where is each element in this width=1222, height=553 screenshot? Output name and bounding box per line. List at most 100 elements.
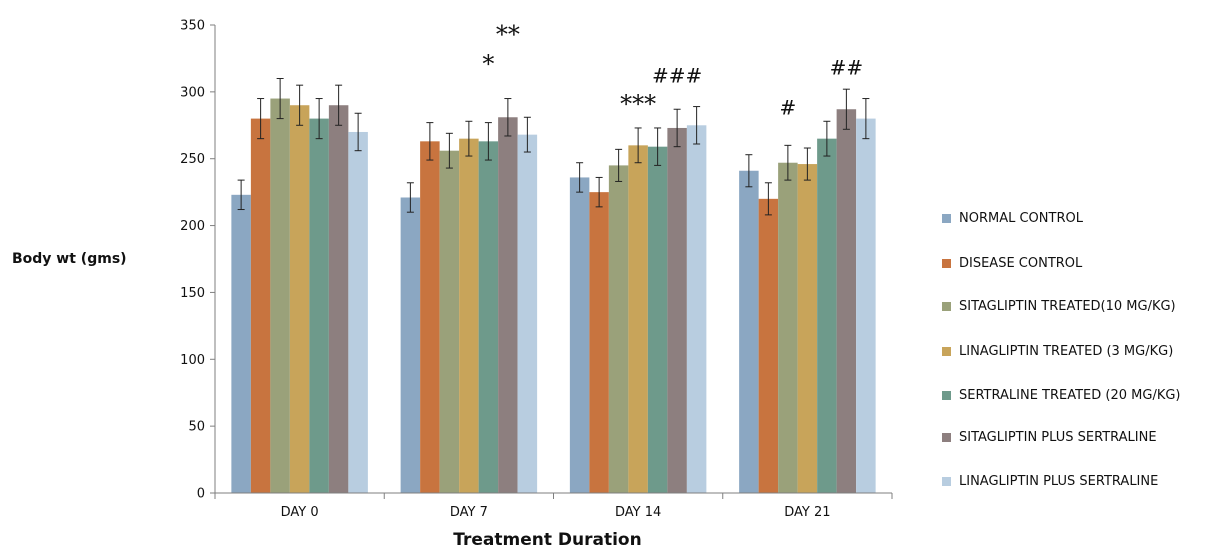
bar-2-1 bbox=[439, 150, 460, 494]
legend-label-6: LINAGLIPTIN PLUS SERTRALINE bbox=[959, 474, 1158, 489]
annotation-4: # bbox=[779, 96, 796, 120]
annotation-1: ** bbox=[496, 20, 520, 48]
bar-2-0 bbox=[270, 98, 290, 494]
x-tick-label-1: DAY 7 bbox=[450, 505, 488, 520]
legend-item-0: NORMAL CONTROL bbox=[942, 211, 1084, 226]
error-bar-1-3 bbox=[764, 182, 772, 216]
bar-1-0 bbox=[250, 118, 271, 493]
legend-swatch-4 bbox=[942, 391, 951, 400]
error-bar-1-0 bbox=[257, 98, 265, 140]
bar-0-1 bbox=[400, 197, 421, 493]
error-bar-6-1 bbox=[523, 116, 531, 153]
y-axis-title: Body wt (gms) bbox=[12, 251, 127, 267]
legend-swatch-0 bbox=[942, 214, 951, 223]
x-ticks: DAY 0 DAY 7 DAY 14 DAY 21 bbox=[214, 493, 893, 520]
bar-4-0 bbox=[309, 118, 329, 493]
error-bar-2-1 bbox=[445, 132, 453, 169]
bar-6-0 bbox=[348, 131, 368, 493]
y-tick-label-1: 50 bbox=[188, 420, 205, 435]
legend-label-2: SITAGLIPTIN TREATED(10 MG/KG) bbox=[959, 299, 1176, 314]
legend-label-4: SERTRALINE TREATED (20 MG/KG) bbox=[959, 388, 1181, 403]
legend-label-0: NORMAL CONTROL bbox=[959, 211, 1084, 226]
y-tick-label-0: 0 bbox=[197, 487, 205, 502]
y-tick-label-3: 150 bbox=[180, 286, 205, 301]
error-bar-6-3 bbox=[862, 98, 870, 140]
legend: NORMAL CONTROL DISEASE CONTROL SITAGLIPTIN… bbox=[942, 211, 1181, 489]
legend-label-3: LINAGLIPTIN TREATED (3 MG/KG) bbox=[959, 344, 1173, 359]
x-tick-label-2: DAY 14 bbox=[615, 505, 661, 520]
error-bar-0-0 bbox=[237, 179, 245, 211]
error-bar-1-1 bbox=[426, 122, 434, 161]
bar-3-2 bbox=[628, 145, 648, 494]
bar-0-0 bbox=[231, 194, 251, 493]
bar-4-1 bbox=[478, 141, 499, 493]
error-bar-4-2 bbox=[654, 127, 662, 166]
bar-6-2 bbox=[686, 125, 707, 494]
error-bar-2-3 bbox=[784, 144, 792, 181]
annotation-2: *** bbox=[620, 90, 656, 118]
bars-layer bbox=[231, 98, 876, 494]
legend-label-1: DISEASE CONTROL bbox=[959, 256, 1083, 271]
error-bars-layer bbox=[237, 77, 870, 216]
error-bar-3-0 bbox=[296, 84, 304, 126]
y-tick-label-6: 300 bbox=[180, 85, 205, 100]
legend-item-2: SITAGLIPTIN TREATED(10 MG/KG) bbox=[942, 299, 1176, 314]
error-bar-5-1 bbox=[504, 98, 512, 137]
x-axis-title: Treatment Duration bbox=[453, 530, 641, 550]
error-bar-6-2 bbox=[693, 106, 701, 145]
legend-item-1: DISEASE CONTROL bbox=[942, 256, 1083, 271]
legend-item-3: LINAGLIPTIN TREATED (3 MG/KG) bbox=[942, 344, 1173, 359]
bar-0-2 bbox=[569, 177, 590, 494]
bar-6-1 bbox=[517, 134, 538, 493]
legend-label-5: SITAGLIPTIN PLUS SERTRALINE bbox=[959, 430, 1157, 445]
error-bar-5-2 bbox=[673, 108, 681, 148]
bar-1-1 bbox=[420, 141, 440, 493]
bar-4-3 bbox=[817, 138, 837, 493]
error-bar-5-3 bbox=[842, 88, 850, 130]
error-bar-3-2 bbox=[634, 127, 642, 164]
bar-5-2 bbox=[667, 127, 687, 494]
legend-swatch-5 bbox=[942, 433, 951, 442]
error-bar-0-1 bbox=[406, 182, 414, 213]
annotations-layer: ******###### bbox=[482, 20, 863, 119]
bar-0-3 bbox=[739, 170, 759, 493]
bar-5-0 bbox=[328, 105, 349, 493]
y-tick-label-2: 100 bbox=[180, 353, 205, 368]
annotation-3: ### bbox=[652, 63, 702, 87]
annotation-5: ## bbox=[830, 55, 864, 79]
legend-item-5: SITAGLIPTIN PLUS SERTRALINE bbox=[942, 430, 1157, 445]
y-ticks: 0 50 100 150 200 250 300 350 bbox=[180, 19, 215, 502]
bar-5-3 bbox=[836, 109, 857, 494]
legend-swatch-1 bbox=[942, 259, 951, 268]
error-bar-4-3 bbox=[823, 120, 831, 157]
bar-4-2 bbox=[647, 146, 668, 493]
bar-3-0 bbox=[289, 105, 310, 493]
error-bar-5-0 bbox=[335, 84, 343, 126]
x-tick-label-0: DAY 0 bbox=[281, 505, 319, 520]
annotation-0: * bbox=[482, 50, 494, 78]
error-bar-2-0 bbox=[276, 77, 284, 120]
legend-item-4: SERTRALINE TREATED (20 MG/KG) bbox=[942, 388, 1181, 403]
error-bar-2-2 bbox=[615, 148, 623, 182]
legend-swatch-6 bbox=[942, 477, 951, 486]
error-bar-4-0 bbox=[315, 98, 323, 140]
legend-swatch-3 bbox=[942, 347, 951, 356]
bar-6-3 bbox=[856, 118, 876, 493]
bar-1-2 bbox=[589, 192, 609, 493]
error-bar-0-2 bbox=[576, 162, 584, 193]
bar-3-3 bbox=[797, 164, 818, 493]
error-bar-6-0 bbox=[354, 112, 362, 152]
error-bar-3-1 bbox=[465, 120, 473, 157]
bar-3-1 bbox=[459, 138, 479, 493]
error-bar-4-1 bbox=[484, 122, 492, 161]
bar-5-1 bbox=[498, 117, 518, 494]
bar-2-3 bbox=[778, 162, 798, 493]
y-tick-label-5: 250 bbox=[180, 152, 205, 167]
x-tick-label-3: DAY 21 bbox=[784, 505, 830, 520]
error-bar-0-3 bbox=[745, 154, 753, 188]
bar-2-2 bbox=[608, 165, 629, 493]
legend-item-6: LINAGLIPTIN PLUS SERTRALINE bbox=[942, 474, 1158, 489]
y-tick-label-4: 200 bbox=[180, 219, 205, 234]
